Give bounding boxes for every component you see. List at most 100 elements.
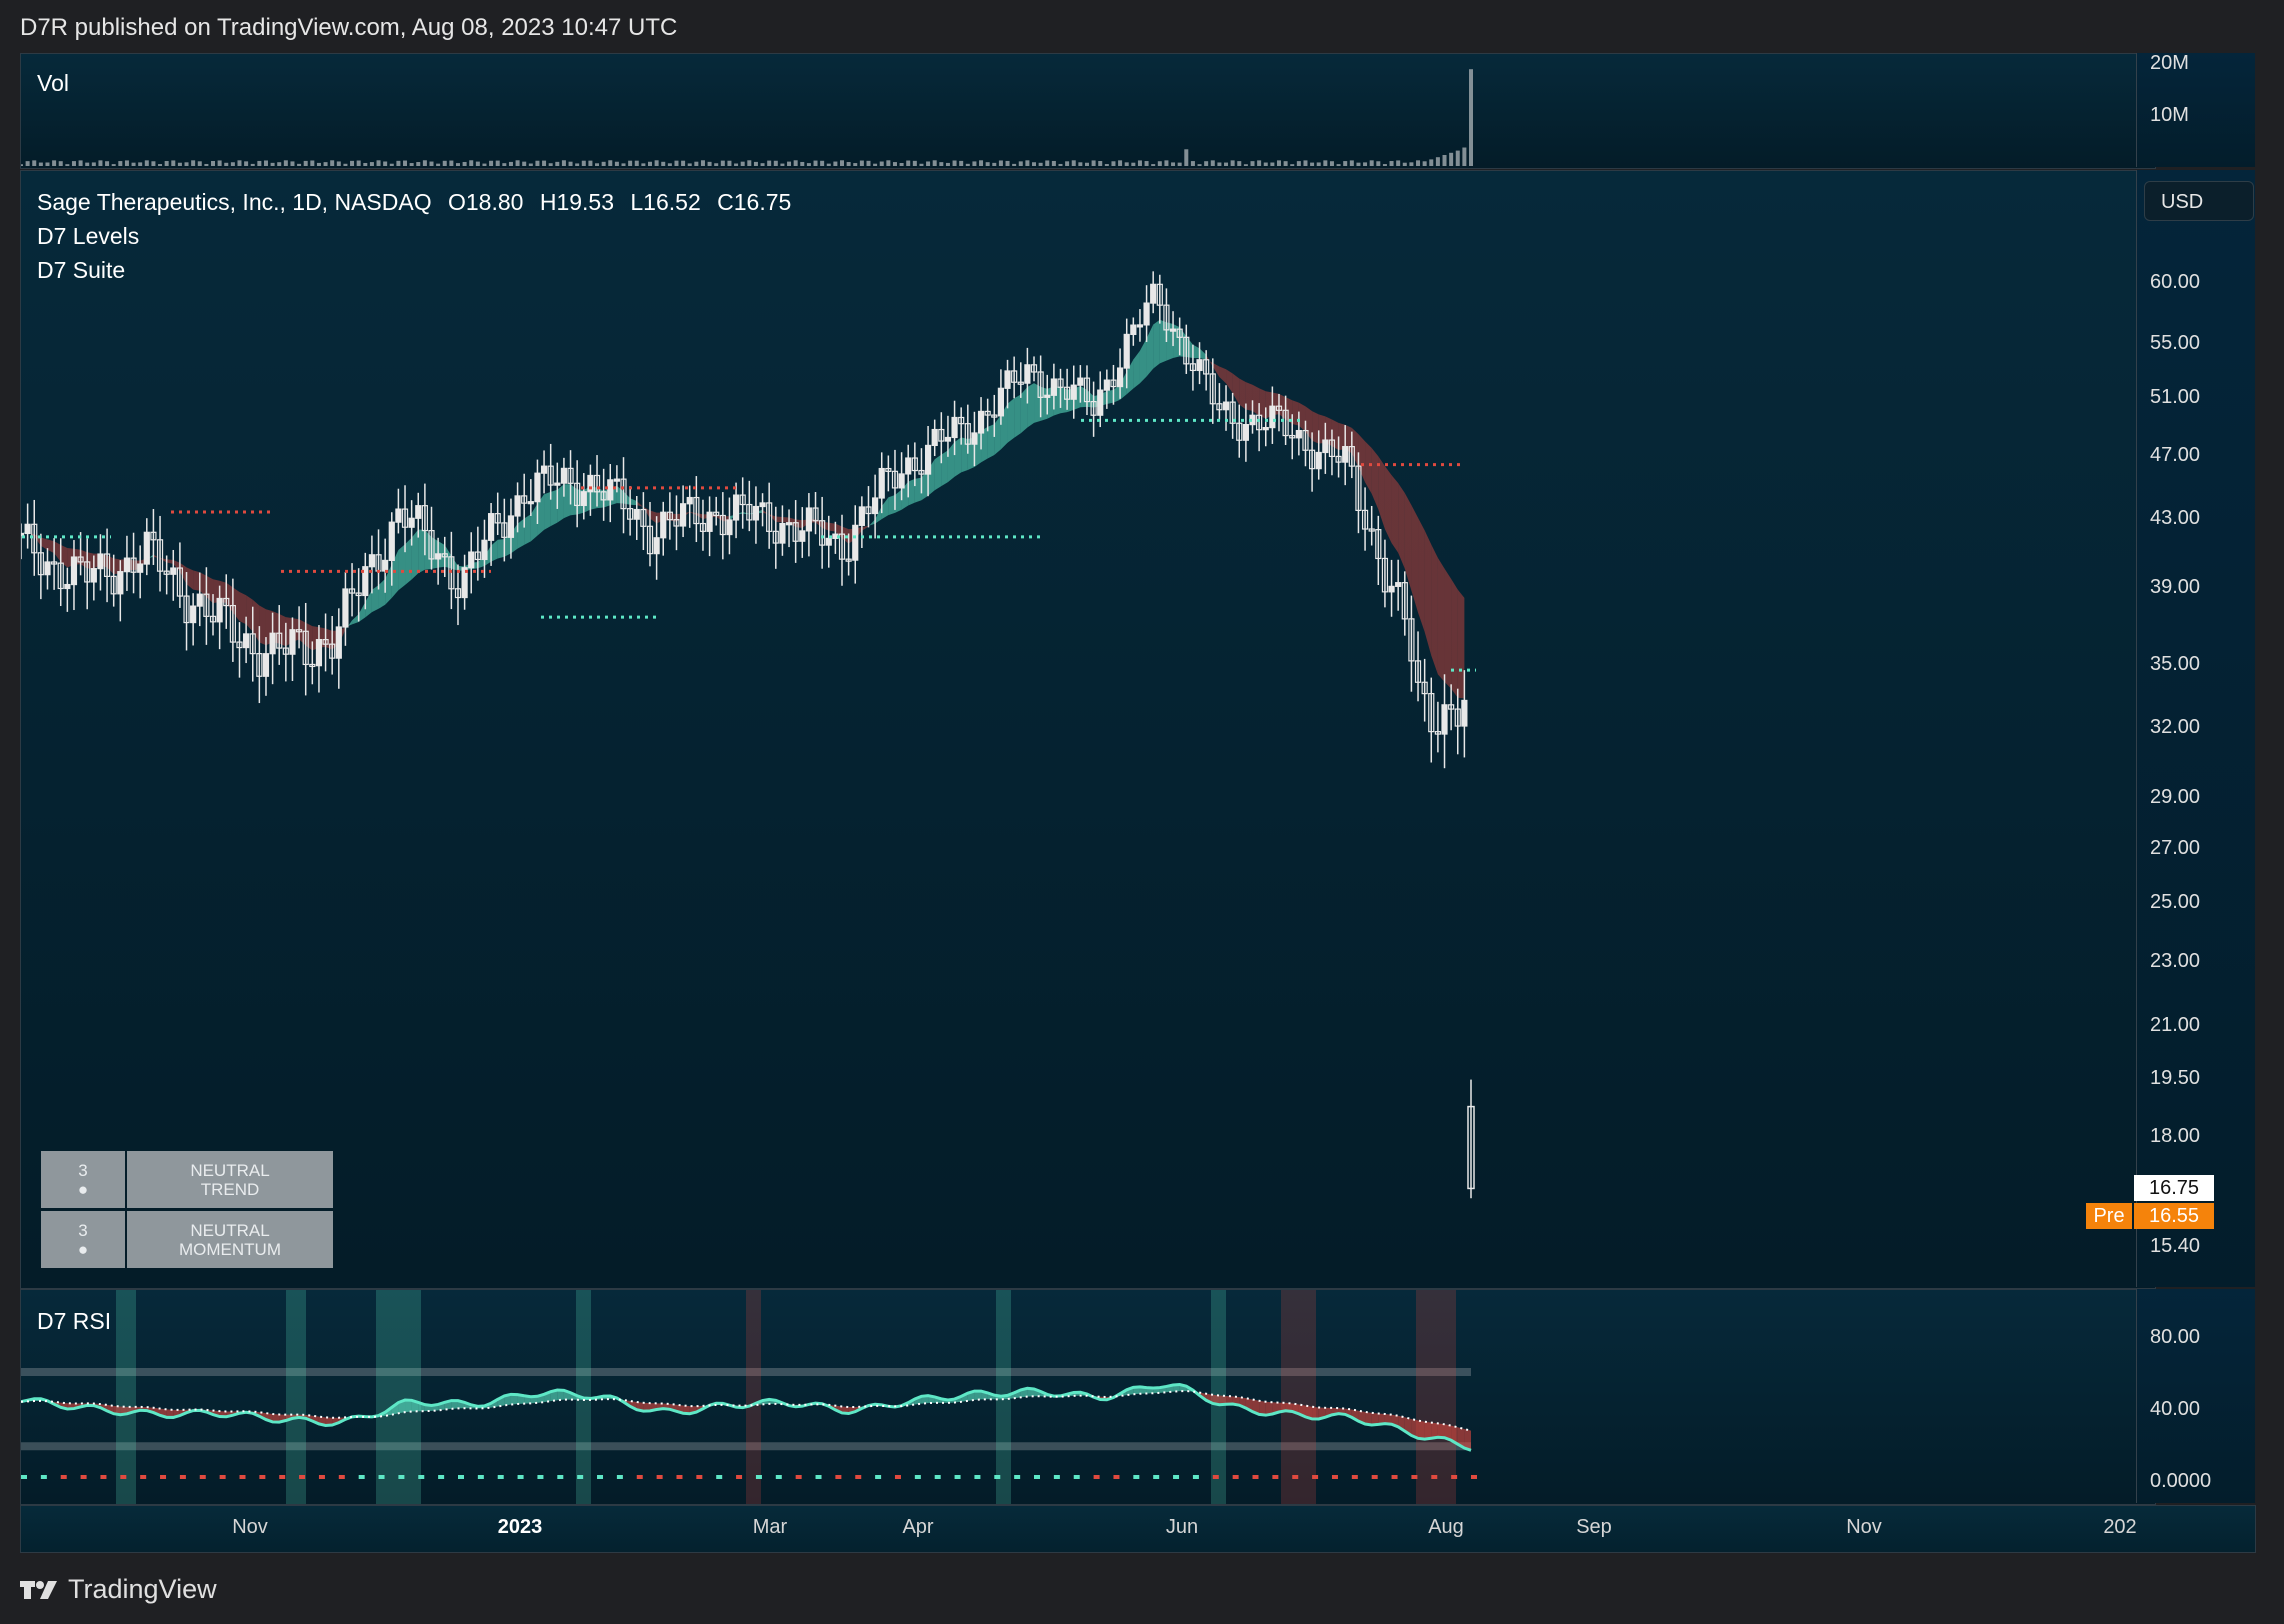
- candle-body: [1169, 328, 1177, 332]
- candle-body: [156, 539, 164, 572]
- candle-body: [236, 641, 243, 649]
- trend-ribbon-segment: [1331, 419, 1339, 451]
- indicator-d7-levels[interactable]: D7 Levels: [37, 223, 140, 249]
- trend-ribbon-segment: [1239, 378, 1246, 410]
- volume-bar: [979, 160, 984, 166]
- candle-body: [415, 505, 422, 519]
- volume-bar: [224, 162, 229, 166]
- price-axis[interactable]: [2136, 170, 2255, 1287]
- trend-ribbon-segment: [1226, 369, 1233, 394]
- candle-body: [580, 491, 587, 507]
- volume-bar: [773, 160, 778, 166]
- trend-ribbon-segment: [365, 589, 372, 618]
- candle-body: [143, 531, 150, 565]
- volume-bar: [111, 164, 116, 166]
- candle-body: [885, 467, 892, 472]
- trend-ribbon-segment: [378, 578, 386, 609]
- time-axis[interactable]: [20, 1505, 2256, 1553]
- volume-bar: [1104, 164, 1109, 166]
- volume-bar: [1363, 162, 1368, 166]
- rsi-signal-line: [21, 1390, 1472, 1432]
- trend-ribbon-segment: [828, 522, 836, 532]
- time-tick: Nov: [1846, 1516, 1882, 1538]
- rsi-highlight-column: [746, 1290, 761, 1504]
- trend-ribbon-segment: [484, 545, 492, 567]
- trend-ribbon-segment: [775, 516, 783, 523]
- candle-body: [1143, 302, 1150, 326]
- candle-body: [123, 557, 131, 573]
- trend-ribbon-segment: [563, 484, 571, 519]
- volume-bar: [608, 160, 613, 166]
- candle-body: [1328, 439, 1336, 458]
- candle-body: [1441, 704, 1448, 735]
- trend-ribbon-segment: [1106, 389, 1114, 404]
- status-momentum-line2: MOMENTUM: [179, 1239, 281, 1259]
- trend-ribbon-segment: [762, 509, 770, 516]
- candle-body: [190, 605, 197, 624]
- volume-bar: [992, 162, 997, 166]
- candle-body: [388, 521, 395, 562]
- rsi-highlight-column: [1281, 1290, 1316, 1504]
- candle-body: [223, 597, 230, 607]
- volume-bar: [641, 163, 646, 166]
- volume-bar: [495, 160, 500, 166]
- candle-body: [1289, 434, 1296, 439]
- volume-bar: [1012, 163, 1017, 166]
- trend-ribbon-segment: [570, 484, 578, 516]
- trend-ribbon-segment: [213, 579, 220, 604]
- currency-button[interactable]: USD: [2144, 181, 2254, 221]
- rsi-fill-segment: [1219, 1395, 1227, 1405]
- trend-ribbon-segment: [1159, 319, 1167, 364]
- indicator-d7-suite[interactable]: D7 Suite: [37, 257, 126, 283]
- candle-body: [57, 562, 64, 590]
- volume-bar: [508, 161, 513, 166]
- volume-bar: [1396, 160, 1401, 166]
- candle-body: [1209, 373, 1216, 405]
- candle-body: [1203, 359, 1210, 375]
- volume-bar: [383, 161, 388, 166]
- volume-bar: [177, 162, 182, 166]
- price-tick: 47.00: [2150, 444, 2201, 466]
- candle-body: [97, 553, 104, 570]
- trend-ribbon-segment: [875, 506, 882, 524]
- trend-ribbon-segment: [981, 426, 988, 463]
- price-pane[interactable]: Sage Therapeutics, Inc., 1D, NASDAQ O18.…: [20, 170, 2156, 1289]
- volume-bar: [681, 160, 686, 166]
- tradingview-logo[interactable]: TradingView: [20, 1574, 217, 1605]
- candle-body: [243, 633, 250, 649]
- rsi-pane[interactable]: D7 RSI: [20, 1289, 2156, 1505]
- trend-ribbon-segment: [1424, 530, 1432, 656]
- rsi-fill-segment: [1212, 1394, 1220, 1405]
- trend-ribbon-segment: [888, 494, 895, 516]
- volume-bar: [1210, 160, 1215, 166]
- candle-body: [90, 568, 97, 583]
- candle-body: [428, 529, 435, 560]
- trend-ribbon-segment: [252, 599, 260, 643]
- volume-bar: [191, 160, 196, 166]
- trend-ribbon-segment: [947, 441, 955, 483]
- volume-bar: [1230, 160, 1235, 166]
- trend-ribbon-segment: [1113, 384, 1121, 403]
- volume-bar: [482, 163, 487, 166]
- trend-ribbon-segment: [1120, 371, 1127, 400]
- volume-bar: [138, 162, 143, 166]
- volume-bar: [926, 161, 931, 166]
- candle-body: [229, 604, 236, 643]
- trend-ribbon-segment: [60, 544, 68, 568]
- candle-body: [1375, 529, 1382, 560]
- volume-bar: [634, 160, 639, 166]
- candle-body: [441, 553, 448, 558]
- candle-body: [77, 556, 84, 563]
- volume-pane[interactable]: Vol: [20, 53, 2156, 169]
- volume-bar: [1005, 160, 1010, 166]
- trend-ribbon-segment: [232, 587, 240, 622]
- rsi-highlight-column: [376, 1290, 421, 1504]
- candle-body: [276, 632, 283, 649]
- volume-bar: [588, 160, 593, 166]
- volume-bar: [700, 160, 705, 166]
- candle-body: [1037, 371, 1044, 398]
- candle-body: [322, 639, 329, 645]
- candle-body: [693, 496, 700, 525]
- trend-ribbon-segment: [305, 622, 313, 651]
- symbol-legend: Sage Therapeutics, Inc., 1D, NASDAQ O18.…: [37, 189, 791, 216]
